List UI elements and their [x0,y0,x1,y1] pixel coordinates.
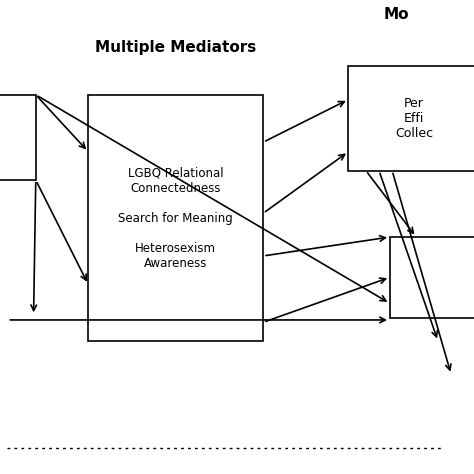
Text: Per
Effi
Collec: Per Effi Collec [395,97,433,140]
Bar [348,66,474,171]
Text: Multiple Mediators: Multiple Mediators [95,40,256,55]
Text: LGBQ Relational
Connectedness

Search for Meaning

Heterosexism
Awareness: LGBQ Relational Connectedness Search for… [118,166,233,270]
Bar [390,237,474,318]
Text: Mo: Mo [383,7,409,22]
Bar [0,95,36,180]
Bar [88,95,263,341]
